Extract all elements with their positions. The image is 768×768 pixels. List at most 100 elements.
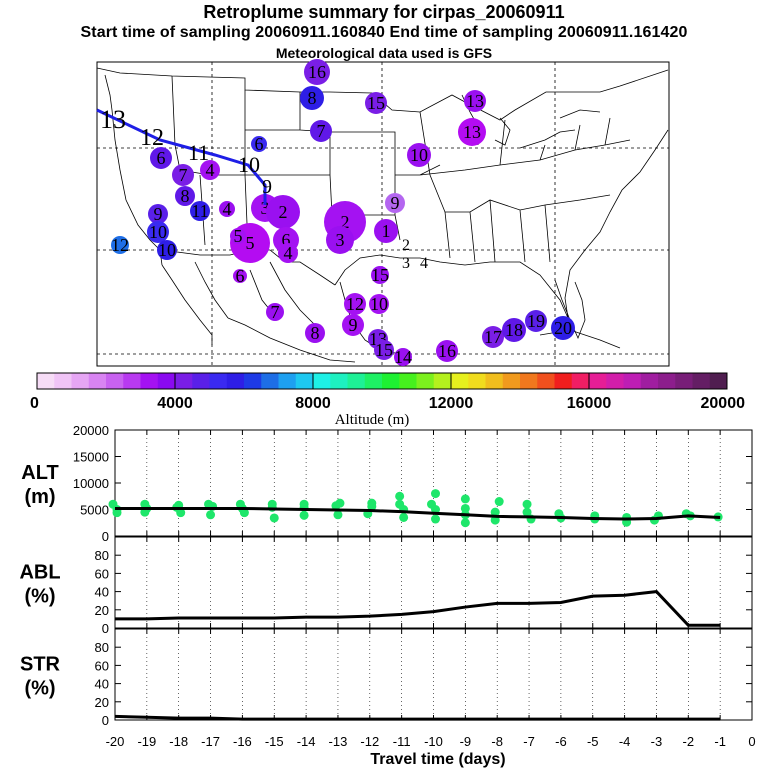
cluster-label: 15 (375, 340, 393, 360)
altitude-colorbar: 0 4000 8000 12000 16000 20000 Altitude (m) (30, 372, 745, 428)
x-tick-label: -18 (169, 734, 188, 749)
cluster-marker: 16 (436, 340, 458, 362)
panel-label: ABL (19, 562, 60, 584)
cluster-label: 10 (158, 240, 176, 260)
altitude-point (267, 502, 277, 512)
series-line (115, 590, 721, 627)
cluster-label: 20 (554, 318, 572, 338)
colorbar-cell (140, 373, 159, 389)
cluster-marker: 15 (365, 92, 387, 114)
colorbar-cell (382, 373, 400, 389)
colorbar-cell (347, 373, 366, 389)
colorbar-tick-label: 8000 (295, 395, 331, 412)
x-tick-label: -20 (106, 734, 125, 749)
cluster-label: 5 (246, 233, 255, 253)
cluster-circle (344, 293, 366, 315)
cluster-marker: 12 (111, 235, 129, 255)
colorbar-cell (106, 373, 124, 389)
cluster-circle (551, 316, 575, 340)
x-tick-label: -14 (297, 734, 316, 749)
colorbar-cell (54, 373, 72, 389)
cluster-marker: 7 (266, 302, 284, 322)
y-tick-label: 0 (102, 621, 109, 636)
cluster-label: 4 (223, 199, 232, 219)
colorbar-cell (571, 373, 590, 389)
cluster-marker: 10 (407, 143, 431, 167)
cluster-marker: 15 (374, 340, 394, 360)
cluster-label: 16 (438, 341, 456, 361)
y-tick-label: 20000 (73, 423, 109, 438)
map-gridlines (97, 62, 669, 366)
colorbar-cell (433, 373, 452, 389)
cluster-label: 6 (157, 148, 166, 168)
x-tick-label: -10 (424, 734, 443, 749)
cluster-label: 8 (308, 88, 317, 108)
colorbar-cell (451, 373, 469, 389)
cluster-label: 9 (154, 204, 163, 224)
colorbar-cell (71, 373, 90, 389)
colorbar-cell (520, 373, 538, 389)
cluster-marker: 5 (230, 226, 246, 246)
cluster-marker: 18 (502, 318, 526, 342)
trajectory-label: 12 (140, 125, 164, 151)
panel-frame (114, 628, 753, 721)
altitude-point (431, 514, 440, 524)
cluster-circle (172, 164, 194, 186)
x-tick-label: -3 (651, 734, 663, 749)
x-tick-label: -6 (555, 734, 567, 749)
colorbar-cell (209, 373, 228, 389)
altitude-point (460, 494, 470, 504)
panel-2: 0 20 40 60 80 STR(%) (20, 628, 753, 728)
baja-california (161, 261, 229, 345)
colorbar-cell (537, 373, 555, 389)
y-tick-label: 40 (95, 677, 109, 692)
altitude-point (522, 499, 532, 509)
cluster-marker: 15 (371, 265, 389, 285)
x-tick-label: -7 (523, 734, 535, 749)
altitude-point (333, 510, 343, 520)
colorbar-cell (123, 373, 141, 389)
colorbar-cell (675, 373, 693, 389)
colorbar-cell (416, 373, 435, 389)
panel-label: ALT (21, 462, 58, 484)
cluster-circle (233, 269, 247, 283)
series-line (114, 714, 721, 721)
cluster-circle (305, 323, 325, 343)
cluster-label: 1 (382, 221, 391, 241)
cluster-marker: 8 (300, 86, 324, 110)
gulf-atlantic-coast (334, 129, 669, 319)
cluster-circle (266, 303, 284, 321)
cluster-circle (300, 86, 324, 110)
cluster-marker: 7 (310, 120, 332, 142)
cluster-marker: 1 (374, 219, 398, 243)
cluster-marker: 4 (219, 199, 235, 219)
cluster-marker: 8 (175, 186, 195, 206)
panel-0: 0 5000 10000 15000 20000 ALT(m) (21, 423, 753, 544)
colorbar-cell (261, 373, 279, 389)
colorbar-cell (364, 373, 383, 389)
cluster-marker: 6 (251, 134, 267, 154)
y-tick-label: 60 (95, 658, 109, 673)
colorbar-ticks: 0 4000 8000 12000 16000 20000 (30, 373, 745, 412)
cluster-label: 7 (179, 165, 188, 185)
mean-altitude-line (115, 506, 721, 521)
cluster-marker: 17 (482, 326, 504, 348)
cluster-circle (278, 243, 298, 263)
cluster-circle (200, 160, 220, 180)
colorbar-tick-label: 12000 (429, 395, 474, 412)
time-series-panels: 05000100001500020000ALT(m)020406080ABL(%… (19, 423, 755, 749)
colorbar-cell (192, 373, 210, 389)
colorbar-cell (589, 373, 607, 389)
colorbar-cell (330, 373, 348, 389)
x-tick-label: -15 (265, 734, 284, 749)
cluster-marker: 11 (190, 201, 210, 221)
cluster-marker: 20 (551, 316, 575, 340)
sampling-time-line: Start time of sampling 20060911.160840 E… (80, 24, 688, 41)
cluster-label: 7 (271, 302, 280, 322)
cluster-circle (371, 266, 389, 284)
cluster-marker: 9 (342, 314, 364, 336)
colorbar-cell (468, 373, 486, 389)
x-tick-label: -11 (393, 734, 411, 749)
y-tick-label: 0 (102, 713, 109, 728)
